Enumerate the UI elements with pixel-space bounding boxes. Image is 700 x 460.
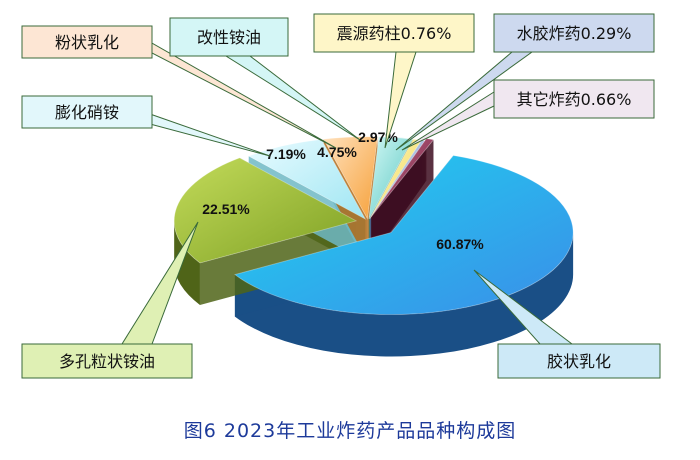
callout-label-2: 膨化硝铵 <box>55 103 119 122</box>
callout-box-2 <box>21 95 153 129</box>
callout-pointer-5 <box>384 51 417 149</box>
callout-label-0: 胶状乳化 <box>547 352 611 371</box>
callout-label-5: 震源药柱0.76% <box>337 24 452 43</box>
pie-slice-0 <box>234 155 574 315</box>
callout-label-7: 其它炸药0.66% <box>517 90 632 109</box>
slice-pct-label-1: 22.51% <box>202 201 250 217</box>
callout-box-3 <box>21 25 153 59</box>
callout-pointer-2 <box>149 113 271 157</box>
callout-label-3: 粉状乳化 <box>55 33 119 52</box>
chart-caption: 图6 2023年工业炸药产品品种构成图 <box>183 420 517 442</box>
callout-box-4 <box>169 17 289 57</box>
callout-box-7 <box>493 79 655 119</box>
slice-pct-label-0: 60.87% <box>436 236 484 252</box>
callouts: 胶状乳化 多孔粒状铵油 膨化硝铵 粉状乳化 改性铵油 震源药柱0.76% 水胶炸药0.29%… <box>21 13 661 379</box>
slice-cut-7-1 <box>371 139 434 259</box>
slice-wall-0 <box>234 232 574 357</box>
pie-slice-4 <box>368 136 414 219</box>
pie-slices: 60.87% 22.51% 7.19% 4.75%2.97% <box>173 129 574 357</box>
callout-label-1: 多孔粒状铵油 <box>59 352 155 371</box>
callout-box-5 <box>313 13 475 53</box>
callout-box-6 <box>493 13 655 53</box>
callout-box-1 <box>21 343 193 379</box>
callout-label-4: 改性铵油 <box>197 28 261 47</box>
callout-label-6: 水胶炸药0.29% <box>517 24 632 43</box>
slice-cut-1-0 <box>199 220 357 305</box>
callout-pointer-7 <box>401 91 495 151</box>
pie-slice-3 <box>322 136 378 220</box>
slice-pct-label-3: 4.75% <box>317 144 357 160</box>
slice-pct-label-2: 7.19% <box>266 146 306 162</box>
pie-slice-1 <box>173 157 358 264</box>
callout-box-0 <box>497 343 661 379</box>
slice-pct-label-4: 2.97% <box>358 129 398 145</box>
slice-wall-1 <box>174 220 200 305</box>
